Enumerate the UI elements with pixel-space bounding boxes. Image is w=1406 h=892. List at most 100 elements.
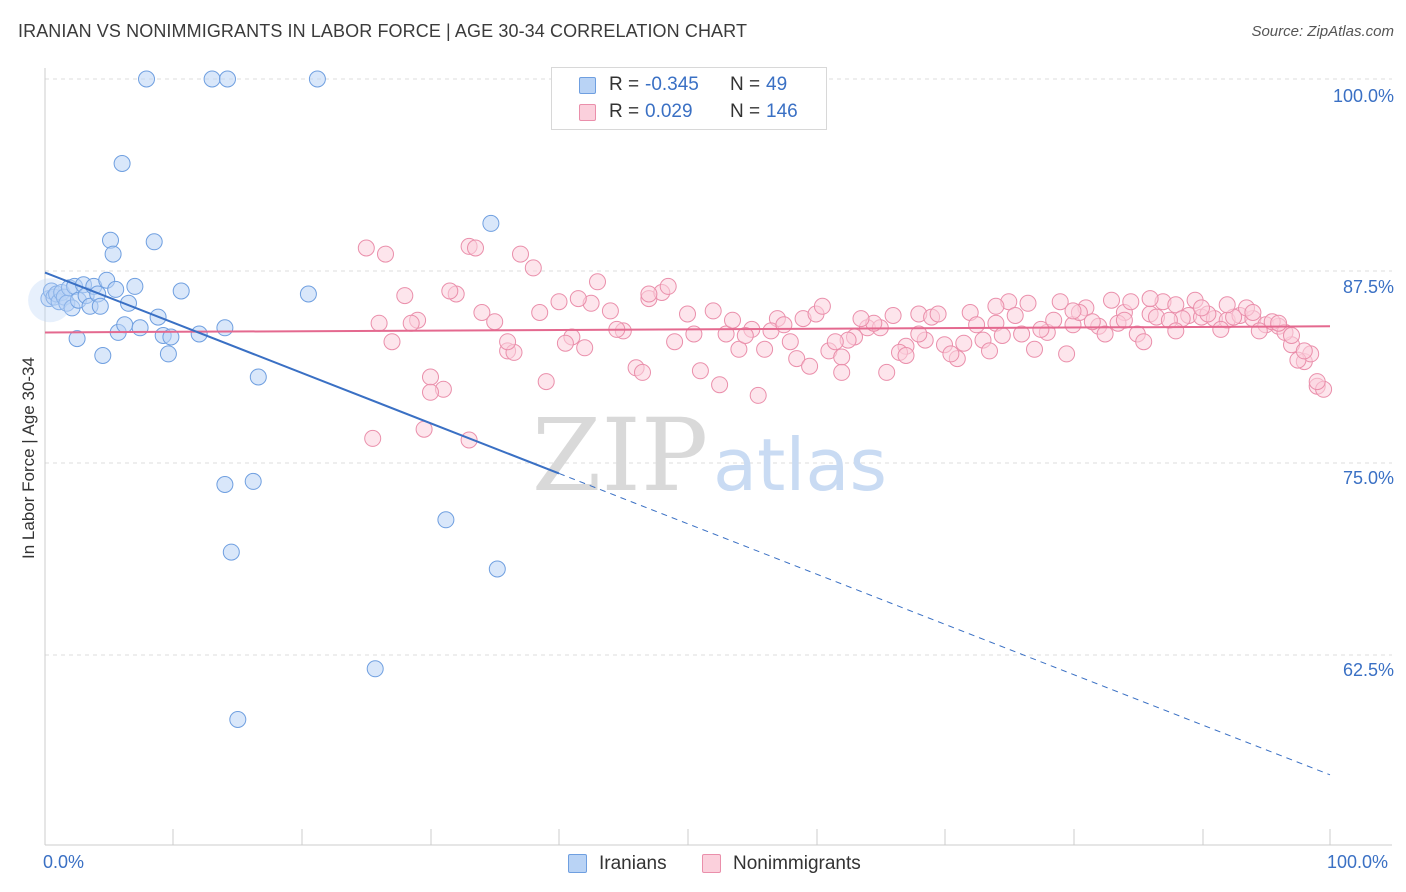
- nonimmigrants-point: [897, 347, 915, 364]
- iranians-point-cluster: [28, 278, 73, 323]
- nonimmigrants-point: [537, 373, 555, 391]
- nonimmigrants-point: [788, 350, 806, 368]
- iranians-point: [116, 316, 134, 334]
- nonimmigrants-point: [987, 297, 1005, 315]
- iranians-point: [222, 543, 240, 561]
- nonimmigrants-point: [878, 363, 896, 381]
- x-tick-label-1: 100.0%: [1327, 852, 1389, 872]
- nonimmigrants-point: [383, 333, 401, 351]
- nonimmigrants-point: [524, 259, 542, 277]
- stats-row-nonimmigrants: R = 0.029 N = 146: [552, 101, 828, 127]
- nonimmigrants-point: [813, 297, 831, 315]
- nonimmigrants-point: [659, 277, 677, 295]
- r-label: R =: [609, 74, 640, 95]
- chart-legend: Iranians Nonimmigrants: [0, 852, 1406, 878]
- nonimmigrants-point: [955, 334, 973, 352]
- iranians-point: [104, 245, 122, 263]
- nonimmigrants-point: [1167, 322, 1185, 340]
- iranians-point: [437, 511, 455, 529]
- nonimmigrants-point: [884, 307, 902, 324]
- nonimmigrants-point: [801, 357, 819, 375]
- iranians-point: [216, 319, 234, 337]
- nonimmigrants-point: [473, 304, 491, 321]
- nonimmigrants-point: [357, 239, 375, 257]
- y-tick-label-75: 75.0%: [1342, 468, 1394, 488]
- chart-title: IRANIAN VS NONIMMIGRANTS IN LABOR FORCE …: [18, 21, 748, 41]
- nonimmigrants-point: [1058, 345, 1076, 363]
- nonimmigrants-point: [1006, 307, 1024, 324]
- nonimmigrants-point: [1218, 296, 1236, 314]
- nonimmigrants-point: [531, 304, 549, 321]
- nonimmigrants-point: [1083, 313, 1101, 331]
- nonimmigrants-point: [1103, 291, 1120, 309]
- nonimmigrants-point: [576, 339, 594, 357]
- nonimmigrants-point: [679, 305, 696, 323]
- nonimmigrants-point: [370, 314, 388, 332]
- nonimmigrants-point: [441, 282, 459, 300]
- n-label: N =: [730, 74, 761, 95]
- nonimmigrants-point: [499, 333, 517, 351]
- nonimmigrants-points: [357, 237, 1333, 449]
- nonimmigrants-trend-line: [44, 325, 1331, 334]
- nonimmigrants-point: [666, 333, 684, 351]
- iranians-points: [28, 70, 506, 728]
- nonimmigrants-point: [1064, 302, 1082, 320]
- nonimmigrants-point: [704, 302, 722, 320]
- trend-lines: [44, 271, 1331, 776]
- nonimmigrants-point: [833, 363, 851, 381]
- nonimmigrants-point: [377, 245, 394, 263]
- nonimmigrants-point: [396, 287, 414, 305]
- nonimmigrants-point: [1283, 327, 1300, 344]
- nonimmigrants-point: [852, 310, 870, 328]
- iranians-swatch: [579, 77, 596, 94]
- nonimmigrants-point: [833, 348, 851, 366]
- nonimmigrants-point: [601, 302, 619, 320]
- iranians-point: [162, 328, 180, 346]
- iranians-point: [145, 233, 163, 251]
- nonimmigrants-point: [1115, 311, 1133, 329]
- legend-swatch-iranians: [568, 854, 587, 873]
- nonimmigrants-point: [512, 245, 529, 263]
- nonimmigrants-point: [1244, 304, 1262, 321]
- nonimmigrants-point: [826, 333, 844, 351]
- y-tick-label-100: 100.0%: [1332, 86, 1394, 106]
- grid-layer: [44, 68, 1392, 846]
- nonimmigrants-point: [550, 293, 568, 311]
- stats-row-iranians: R = -0.345 N = 49: [552, 74, 828, 100]
- nonimmigrants-point: [486, 313, 504, 331]
- watermark: ZIP atlas: [532, 397, 887, 514]
- iranians-point: [249, 368, 267, 386]
- iranians-trend-line-extrapolated: [558, 472, 1331, 776]
- iranians-point: [172, 282, 190, 300]
- iranians-point: [91, 297, 109, 315]
- nonimmigrants-point: [756, 340, 774, 358]
- nonimmigrants-point: [981, 342, 998, 360]
- nonimmigrants-point: [402, 314, 420, 332]
- x-tick-label-0: 0.0%: [43, 852, 85, 872]
- iranians-point: [113, 155, 131, 172]
- n-value: 49: [766, 74, 788, 95]
- iranians-point: [482, 214, 500, 232]
- iranians-trend-line: [44, 271, 560, 475]
- nonimmigrants-point: [1270, 314, 1288, 332]
- nonimmigrants-point: [1032, 320, 1050, 338]
- n-value: 146: [766, 101, 798, 122]
- nonimmigrants-point: [569, 290, 587, 308]
- iranians-point: [299, 285, 317, 303]
- iranians-point: [94, 347, 112, 364]
- iranians-point: [190, 325, 208, 343]
- nonimmigrants-point: [1013, 325, 1031, 343]
- nonimmigrants-point: [1308, 373, 1326, 391]
- r-label: R =: [609, 101, 640, 122]
- iranians-point: [159, 345, 177, 363]
- legend-swatch-nonimmigrants: [702, 854, 721, 873]
- nonimmigrants-point: [634, 363, 651, 381]
- iranians-point: [229, 711, 247, 728]
- nonimmigrants-point: [942, 345, 960, 363]
- nonimmigrants-point: [1051, 293, 1069, 311]
- nonimmigrants-point: [422, 368, 439, 386]
- y-axis-title: In Labor Force | Age 30-34: [19, 357, 38, 559]
- nonimmigrants-point: [1135, 333, 1153, 351]
- nonimmigrants-point: [556, 334, 574, 352]
- iranians-point: [138, 70, 155, 88]
